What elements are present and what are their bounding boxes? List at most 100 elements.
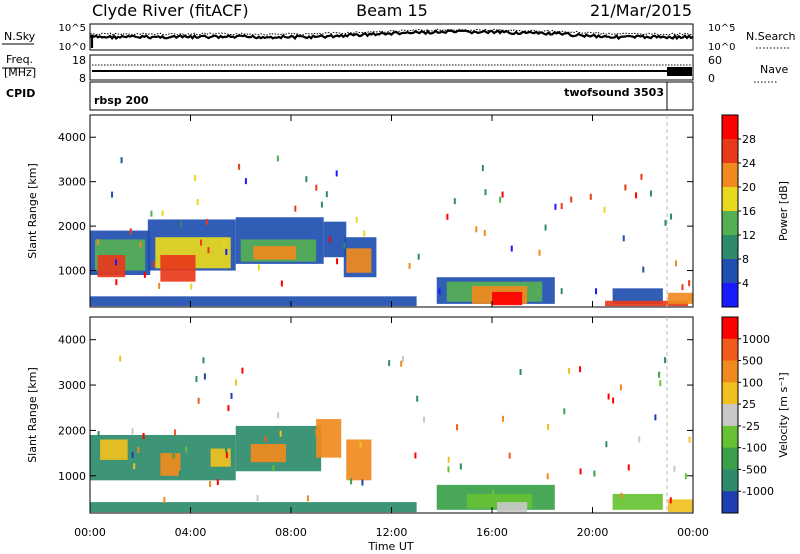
nsky-label: N.Sky [4, 30, 36, 43]
power-point [315, 184, 318, 191]
power-point [143, 271, 146, 278]
power-point [336, 258, 339, 265]
power-point [640, 173, 643, 180]
power-point [244, 178, 247, 185]
colorbar-segment [722, 469, 738, 492]
velocity-point [277, 412, 280, 419]
velocity-point [350, 478, 353, 485]
power-patch [90, 296, 417, 307]
power-point [114, 259, 117, 266]
power-point [120, 157, 123, 164]
velocity-point [579, 468, 582, 475]
power-point [129, 228, 132, 235]
velocity-point [306, 495, 309, 502]
velocity-patch [612, 493, 663, 510]
velocity-point [607, 393, 610, 400]
velocity-point [619, 384, 622, 391]
power-point [642, 266, 645, 273]
power-point [481, 165, 484, 172]
power-point [158, 282, 161, 289]
power-point [238, 163, 241, 170]
velocity-data [90, 355, 693, 513]
colorbar-segment [722, 283, 738, 308]
velocity-patch [160, 453, 181, 476]
power-point [570, 196, 573, 203]
power-point [438, 288, 441, 295]
y-tick-label: 2000 [58, 424, 86, 437]
velocity-panel: Slant Range [km] 1000 2000 3000 4000 1000 50… [26, 316, 790, 514]
velocity-point [684, 473, 687, 480]
velocity-point [216, 478, 219, 485]
velocity-point [197, 397, 200, 404]
freq-left-tick-bottom: 8 [79, 72, 86, 85]
colorbar-tick-label: 8 [742, 253, 749, 266]
velocity-point [492, 489, 495, 496]
power-point [649, 190, 652, 197]
velocity-point [241, 367, 244, 374]
colorbar-frame [721, 316, 739, 514]
velocity-point [137, 447, 140, 454]
colorbar-segment [722, 115, 738, 140]
colorbar-tick-label: 16 [742, 205, 756, 218]
colorbar-tick-label: 1000 [742, 333, 770, 346]
x-tick-label: 00:00 [74, 526, 106, 539]
power-patch [667, 292, 693, 304]
freq-left-tick-top: 18 [72, 54, 86, 67]
power-point [257, 264, 260, 271]
colorbar-segment [722, 211, 738, 236]
power-point [305, 176, 308, 183]
power-point [664, 219, 667, 226]
power-point [446, 213, 449, 220]
freq-label: Freq. [6, 53, 33, 66]
velocity-colorbar-label: Velocity [m s⁻¹] [777, 372, 790, 457]
velocity-point [279, 430, 282, 437]
power-patch [346, 248, 372, 273]
colorbar-tick-label: 20 [742, 181, 756, 194]
velocity-point [627, 464, 630, 471]
power-patch [492, 291, 523, 306]
velocity-point [225, 446, 228, 453]
x-tick-label: 00:00 [677, 526, 709, 539]
power-point [408, 262, 411, 269]
velocity-point [459, 463, 462, 470]
colorbar-tick-label: 12 [742, 229, 756, 242]
x-tick-label: 08:00 [275, 526, 307, 539]
x-tick-label: 20:00 [577, 526, 609, 539]
power-point [688, 280, 691, 287]
x-tick-label: 12:00 [376, 526, 408, 539]
power-point [538, 249, 541, 256]
velocity-point [447, 466, 450, 473]
power-patch [253, 246, 297, 260]
power-point [499, 196, 502, 203]
colorbar-segment [722, 491, 738, 514]
velocity-point [612, 397, 615, 404]
velocity-point [658, 371, 661, 378]
velocity-patch [90, 502, 417, 513]
nave-right-tick-top: 60 [708, 54, 722, 67]
power-point [635, 192, 638, 199]
power-point [501, 191, 504, 198]
nsky-right-tick-bottom: 10^0 [708, 42, 735, 53]
velocity-point [209, 480, 212, 487]
power-point [363, 230, 366, 237]
velocity-point [163, 497, 166, 504]
y-tick-label: 2000 [58, 220, 86, 233]
velocity-point [315, 429, 318, 436]
power-point [475, 226, 478, 233]
power-ylabel: Slant Range [km] [26, 163, 39, 259]
power-patch [160, 255, 196, 282]
time-axis-label: Time UT [367, 540, 413, 553]
power-point [624, 184, 627, 191]
colorbar-segment [722, 187, 738, 212]
power-point [560, 288, 563, 295]
power-point [670, 213, 673, 220]
colorbar-segment [722, 259, 738, 284]
power-point [560, 203, 563, 210]
power-point [111, 191, 114, 198]
velocity-point [546, 473, 549, 480]
velocity-patch [346, 439, 372, 481]
freq-strip: Freq. [MHz] 18 8 60 0 Nave [2, 53, 788, 85]
power-point [544, 224, 547, 231]
power-colorbar-label: Power [dB] [777, 181, 790, 241]
